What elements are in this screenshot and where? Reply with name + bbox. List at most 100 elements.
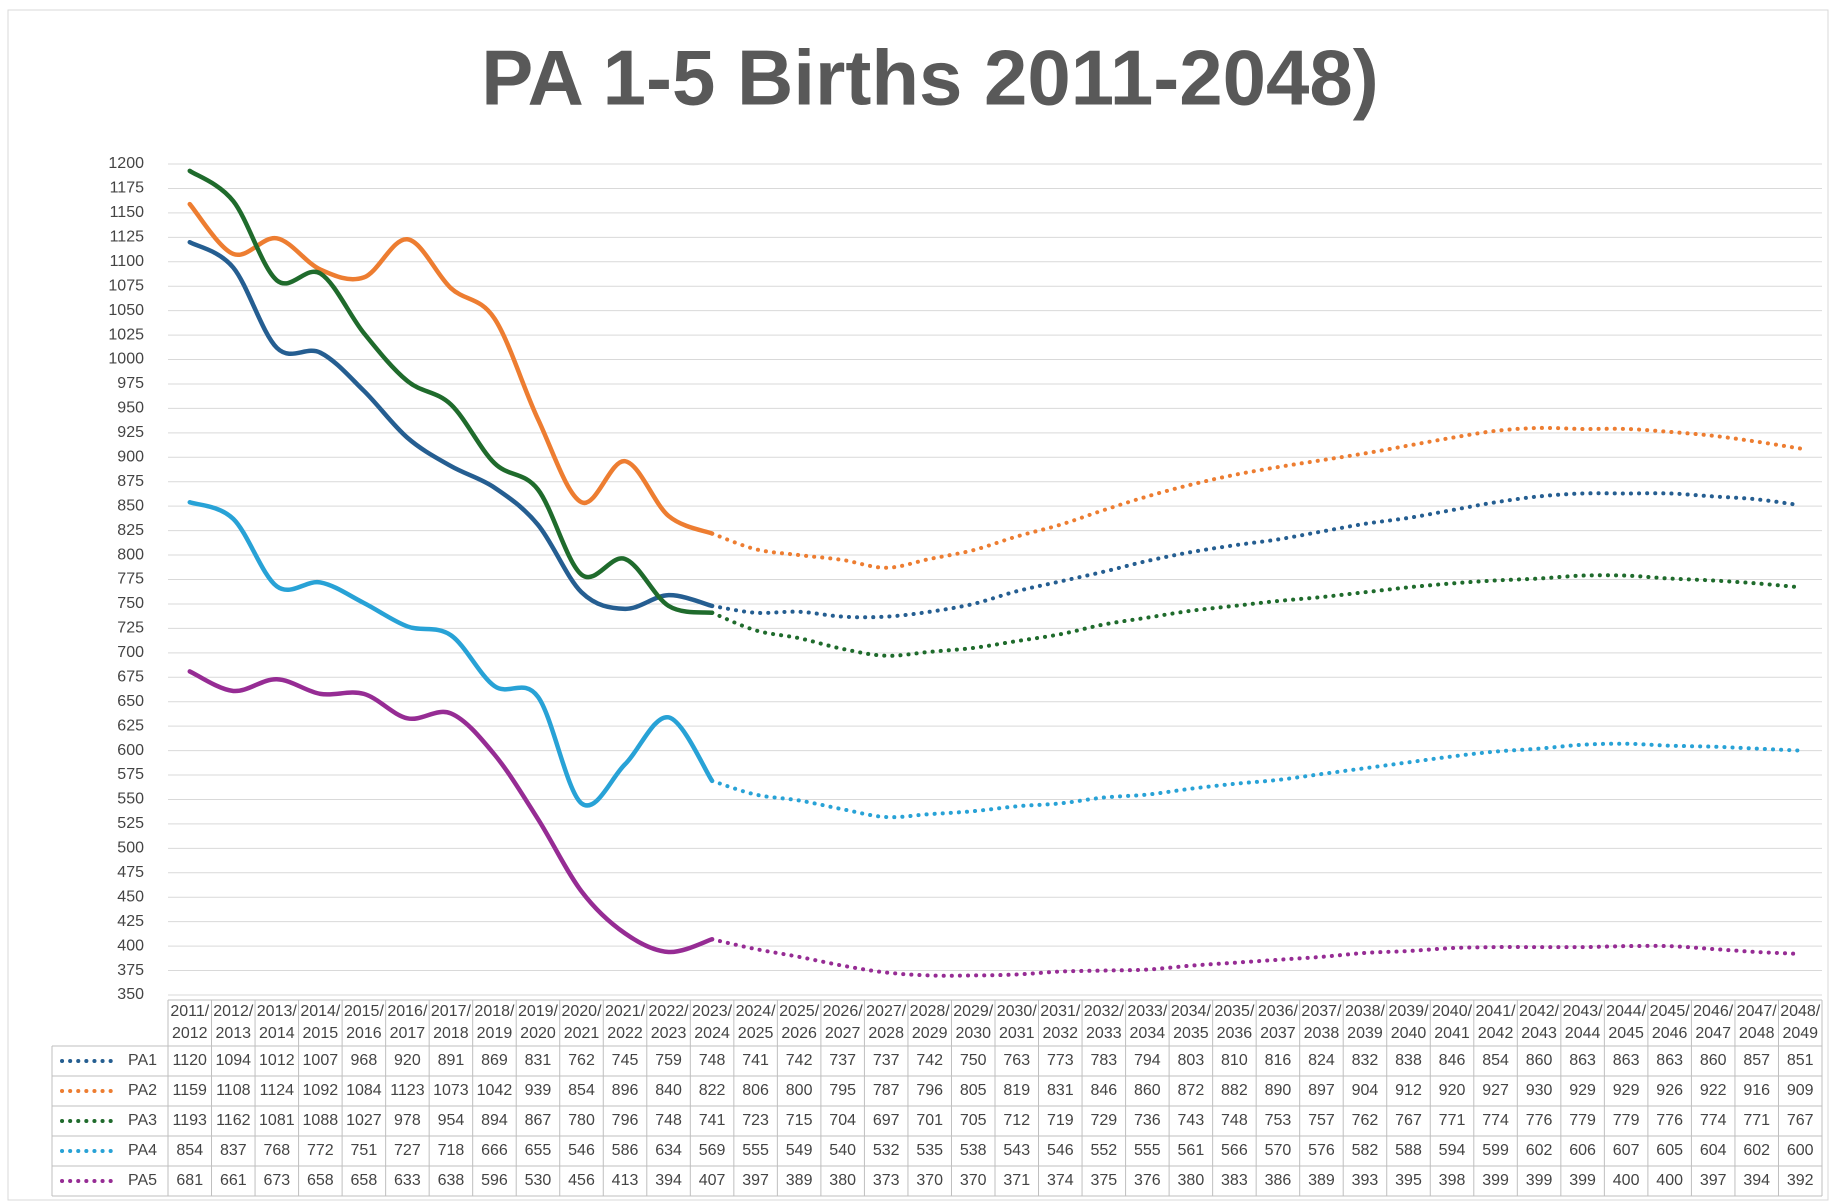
table-value: 607 bbox=[1613, 1142, 1640, 1159]
table-value: 863 bbox=[1613, 1052, 1640, 1069]
y-tick-label: 1200 bbox=[108, 155, 144, 172]
y-tick-label: 600 bbox=[117, 742, 144, 759]
table-value: 546 bbox=[1047, 1142, 1074, 1159]
table-value: 543 bbox=[1003, 1142, 1030, 1159]
table-value: 400 bbox=[1613, 1172, 1640, 1189]
table-value: 712 bbox=[1003, 1112, 1030, 1129]
table-value: 810 bbox=[1221, 1052, 1248, 1069]
table-value: 872 bbox=[1178, 1082, 1205, 1099]
table-value: 776 bbox=[1656, 1112, 1683, 1129]
table-value: 776 bbox=[1526, 1112, 1553, 1129]
table-value: 549 bbox=[786, 1142, 813, 1159]
y-tick-label: 850 bbox=[117, 497, 144, 514]
table-value: 719 bbox=[1047, 1112, 1074, 1129]
table-value: 399 bbox=[1482, 1172, 1509, 1189]
table-value: 389 bbox=[1308, 1172, 1335, 1189]
table-value: 705 bbox=[960, 1112, 987, 1129]
table-value: 373 bbox=[873, 1172, 900, 1189]
y-tick-label: 1000 bbox=[108, 351, 144, 368]
table-value: 1088 bbox=[303, 1112, 339, 1129]
table-value: 599 bbox=[1482, 1142, 1509, 1159]
table-value: 638 bbox=[438, 1172, 465, 1189]
y-tick-label: 925 bbox=[117, 424, 144, 441]
table-value: 796 bbox=[916, 1082, 943, 1099]
table-value: 398 bbox=[1439, 1172, 1466, 1189]
table-value: 794 bbox=[1134, 1052, 1161, 1069]
table-value: 392 bbox=[1787, 1172, 1814, 1189]
table-value: 922 bbox=[1700, 1082, 1727, 1099]
table-value: 1092 bbox=[303, 1082, 339, 1099]
x-tick-label: 2018/2019 bbox=[474, 1003, 515, 1042]
table-value: 796 bbox=[612, 1112, 639, 1129]
table-value: 1073 bbox=[433, 1082, 469, 1099]
series-line bbox=[187, 201, 715, 536]
table-value: 737 bbox=[873, 1052, 900, 1069]
table-value: 753 bbox=[1265, 1112, 1292, 1129]
table-value: 729 bbox=[1090, 1112, 1117, 1129]
table-value: 743 bbox=[1178, 1112, 1205, 1129]
y-tick-label: 425 bbox=[117, 913, 144, 930]
x-tick-label: 2017/2018 bbox=[431, 1003, 472, 1042]
x-tick-label: 2040/2041 bbox=[1432, 1003, 1473, 1042]
table-value: 383 bbox=[1221, 1172, 1248, 1189]
table-value: 655 bbox=[525, 1142, 552, 1159]
table-value: 774 bbox=[1482, 1112, 1509, 1129]
table-value: 1042 bbox=[477, 1082, 513, 1099]
table-value: 400 bbox=[1656, 1172, 1683, 1189]
table-value: 978 bbox=[394, 1112, 421, 1129]
table-value: 394 bbox=[655, 1172, 682, 1189]
table-value: 602 bbox=[1743, 1142, 1770, 1159]
y-tick-label: 375 bbox=[117, 962, 144, 979]
x-tick-label: 2025/2026 bbox=[779, 1003, 820, 1042]
table-value: 380 bbox=[829, 1172, 856, 1189]
table-value: 909 bbox=[1787, 1082, 1814, 1099]
x-tick-label: 2014/2015 bbox=[300, 1003, 341, 1042]
table-value: 697 bbox=[873, 1112, 900, 1129]
table-value: 954 bbox=[438, 1112, 465, 1129]
table-value: 633 bbox=[394, 1172, 421, 1189]
series-line bbox=[187, 239, 715, 612]
y-tick-label: 550 bbox=[117, 791, 144, 808]
table-value: 768 bbox=[263, 1142, 290, 1159]
x-tick-label: 2015/2016 bbox=[344, 1003, 385, 1042]
table-value: 819 bbox=[1003, 1082, 1030, 1099]
table-value: 737 bbox=[829, 1052, 856, 1069]
table-value: 370 bbox=[916, 1172, 943, 1189]
y-tick-label: 575 bbox=[117, 766, 144, 783]
x-tick-label: 2021/2022 bbox=[605, 1003, 646, 1042]
table-value: 375 bbox=[1090, 1172, 1117, 1189]
table-value: 569 bbox=[699, 1142, 726, 1159]
table-value: 1108 bbox=[216, 1082, 251, 1099]
table-value: 552 bbox=[1090, 1142, 1117, 1159]
table-value: 658 bbox=[307, 1172, 334, 1189]
table-value: 863 bbox=[1656, 1052, 1683, 1069]
table-value: 894 bbox=[481, 1112, 508, 1129]
table-value: 1084 bbox=[346, 1082, 382, 1099]
x-tick-label: 2033/2034 bbox=[1127, 1003, 1168, 1042]
table-value: 681 bbox=[176, 1172, 203, 1189]
table-value: 846 bbox=[1439, 1052, 1466, 1069]
table-value: 787 bbox=[873, 1082, 900, 1099]
table-value: 748 bbox=[1221, 1112, 1248, 1129]
table-value: 395 bbox=[1395, 1172, 1422, 1189]
table-value: 582 bbox=[1352, 1142, 1379, 1159]
x-tick-label: 2046/2047 bbox=[1693, 1003, 1734, 1042]
table-value: 1027 bbox=[346, 1112, 382, 1129]
table-value: 920 bbox=[394, 1052, 421, 1069]
table-value: 846 bbox=[1090, 1082, 1117, 1099]
table-value: 576 bbox=[1308, 1142, 1335, 1159]
y-tick-label: 900 bbox=[117, 449, 144, 466]
table-value: 399 bbox=[1526, 1172, 1553, 1189]
table-value: 748 bbox=[699, 1052, 726, 1069]
projected-line bbox=[710, 491, 1803, 620]
table-value: 727 bbox=[394, 1142, 421, 1159]
table-value: 538 bbox=[960, 1142, 987, 1159]
y-tick-label: 975 bbox=[117, 375, 144, 392]
table-value: 780 bbox=[568, 1112, 595, 1129]
y-tick-label: 750 bbox=[117, 595, 144, 612]
x-tick-label: 2013/2014 bbox=[257, 1003, 298, 1042]
table-value: 1124 bbox=[260, 1082, 295, 1099]
y-tick-label: 1175 bbox=[110, 180, 145, 197]
table-value: 1159 bbox=[173, 1082, 208, 1099]
